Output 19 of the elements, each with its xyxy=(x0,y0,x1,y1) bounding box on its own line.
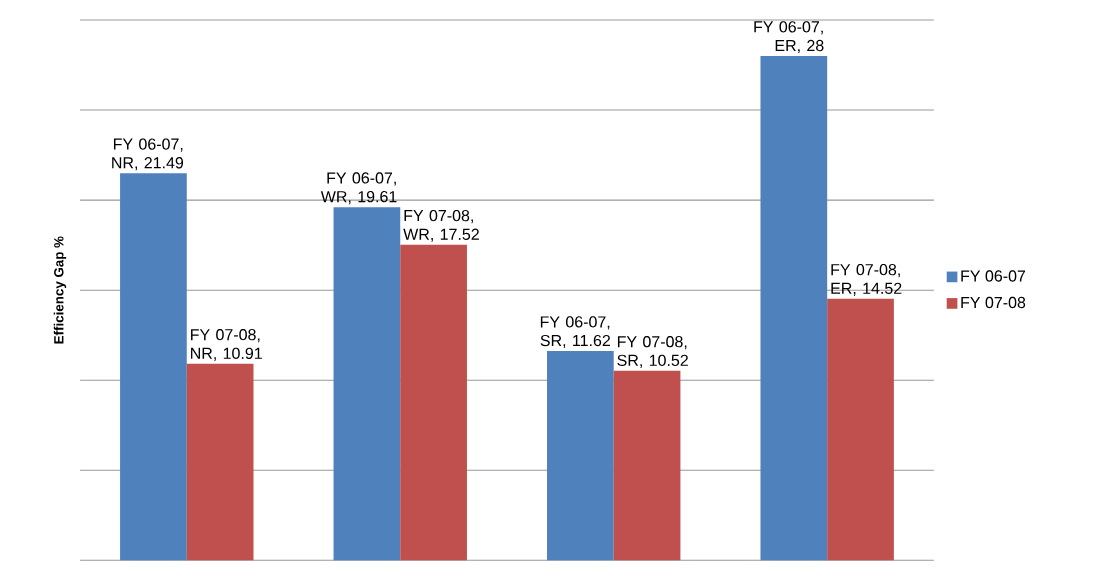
bar xyxy=(827,298,894,561)
legend-label: FY 06-07 xyxy=(961,270,1026,282)
data-label: FY 06-07, ER, 28 xyxy=(754,21,824,53)
data-label: FY 06-07, NR, 21.49 xyxy=(112,138,184,171)
data-label: FY 06-07, WR, 19.61 xyxy=(320,172,397,205)
data-label: FY 07-08, NR, 10.91 xyxy=(191,328,262,361)
bar xyxy=(400,244,467,561)
data-label: FY 07-08, ER, 14.52 xyxy=(831,263,902,296)
data-label: FY 07-08, WR, 17.52 xyxy=(403,209,479,242)
bar xyxy=(120,173,187,561)
data-label: FY 07-08, SR, 10.52 xyxy=(617,335,688,368)
bar xyxy=(186,363,254,561)
legend-label: FY 07-08 xyxy=(961,296,1026,308)
bar xyxy=(613,370,681,561)
bar xyxy=(333,206,401,561)
bar xyxy=(760,55,828,561)
bar xyxy=(547,350,614,561)
data-label: FY 06-07, SR, 11.62 xyxy=(540,316,610,348)
y-axis-title: Efficiency Gap % xyxy=(53,236,67,344)
